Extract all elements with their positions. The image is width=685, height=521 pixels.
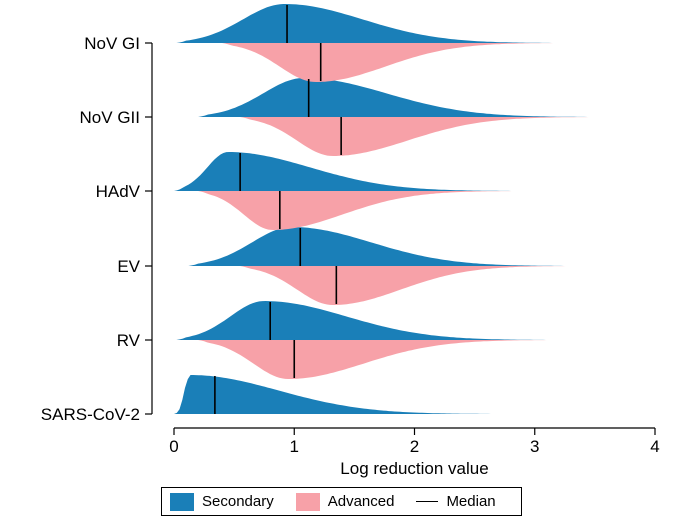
violin-secondary-sars-cov-2 (174, 375, 505, 414)
axes-layer: NoV GI NoV GII HAdV EV RV SARS-CoV-2 0 1 2 3 4 Log … (41, 34, 660, 478)
violin-secondary-ev (188, 227, 577, 266)
category-label: SARS-CoV-2 (41, 405, 140, 424)
violin-advanced-nov-gi (222, 43, 565, 82)
x-tick-label: 3 (530, 437, 539, 456)
x-tick-label: 2 (410, 437, 419, 456)
legend-line-median (416, 501, 439, 502)
violin-secondary-rv (176, 301, 559, 340)
violin-secondary-hadv (174, 152, 523, 191)
x-axis-title: Log reduction value (340, 459, 488, 478)
violin-secondary-nov-gii (198, 78, 601, 117)
x-tick-label: 0 (169, 437, 178, 456)
legend-item-advanced: Advanced (295, 492, 395, 511)
x-tick-label: 4 (650, 437, 659, 456)
category-label: NoV GI (84, 34, 140, 53)
legend-item-secondary: Secondary (170, 492, 274, 511)
category-label: RV (117, 331, 141, 350)
violin-advanced-hadv (198, 191, 523, 230)
category-label: NoV GII (80, 108, 140, 127)
violin-secondary-nov-gi (176, 4, 565, 43)
violin-chart: NoV GI NoV GII HAdV EV RV SARS-CoV-2 0 1 2 3 4 Log … (41, 4, 660, 478)
legend-swatch-advanced (295, 492, 320, 511)
legend-label-secondary: Secondary (202, 493, 274, 510)
violin-advanced-rv (198, 340, 559, 379)
violins-layer (174, 4, 601, 414)
legend-swatch-secondary (170, 492, 194, 511)
legend-item-median: Median (410, 493, 496, 510)
legend-label-median: Median (446, 493, 496, 510)
violin-advanced-nov-gii (240, 117, 601, 156)
x-tick-label: 1 (290, 437, 299, 456)
legend-label-advanced: Advanced (327, 493, 395, 510)
category-label: HAdV (96, 182, 141, 201)
legend: Secondary Advanced Median (161, 487, 522, 516)
violin-advanced-ev (240, 266, 577, 305)
category-label: EV (117, 257, 140, 276)
medians-layer (214, 5, 342, 414)
